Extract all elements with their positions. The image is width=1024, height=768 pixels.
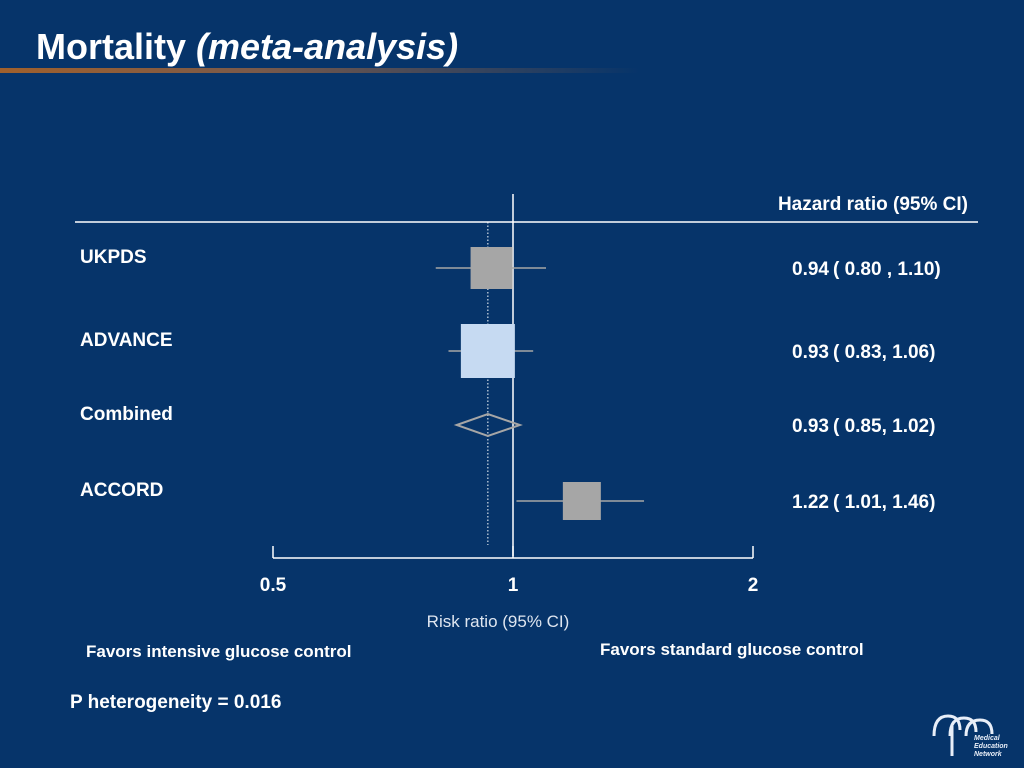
hr-confidence-interval: ( 0.85, 1.02) [832, 416, 936, 437]
study-label-ukpds: UKPDS [80, 247, 147, 268]
accord-square [562, 482, 601, 520]
hazard-ratio-header: Hazard ratio (95% CI) [777, 194, 968, 215]
study-label-combined: Combined [80, 404, 173, 425]
study-label-advance: ADVANCE [80, 330, 173, 351]
p-heterogeneity-note: P heterogeneity = 0.016 [70, 692, 282, 713]
hr-value-accord: 1.22( 1.01, 1.46) [792, 492, 935, 514]
hr-confidence-interval: ( 0.83, 1.06) [832, 342, 936, 363]
hr-value-advance: 0.93( 0.83, 1.06) [792, 342, 935, 364]
study-label-accord: ACCORD [80, 480, 164, 501]
x-tick-label: 2 [747, 575, 759, 596]
favors-standard-label: Favors standard glucose control [600, 640, 864, 659]
title-main: Mortality [36, 26, 187, 67]
men-logo-icon: Medical Education Network [932, 714, 1008, 758]
title-underline [0, 68, 640, 73]
ukpds-square [470, 247, 513, 289]
hr-confidence-interval: ( 0.80 , 1.10) [832, 259, 941, 280]
x-tick-label: 0.5 [259, 575, 287, 596]
x-tick-label: 1 [507, 575, 519, 596]
title-subtitle: (meta-analysis) [196, 26, 459, 67]
hr-estimate: 0.93 [792, 416, 829, 437]
logo-line-2: Education [974, 743, 1008, 750]
hr-value-ukpds: 0.94( 0.80 , 1.10) [792, 259, 941, 281]
favors-intensive-label: Favors intensive glucose control [86, 642, 352, 661]
combined-diamond [453, 412, 523, 438]
logo-line-3: Network [974, 751, 1003, 758]
hr-estimate: 0.93 [792, 342, 829, 363]
hr-estimate: 0.94 [792, 259, 829, 280]
slide-title: Mortality (meta-analysis) [36, 26, 458, 68]
advance-square [460, 324, 515, 378]
hr-value-combined: 0.93( 0.85, 1.02) [792, 416, 935, 438]
x-axis-label: Risk ratio (95% CI) [426, 612, 570, 631]
hr-estimate: 1.22 [792, 492, 829, 513]
hr-confidence-interval: ( 1.01, 1.46) [832, 492, 936, 513]
logo-line-1: Medical [974, 735, 1001, 742]
